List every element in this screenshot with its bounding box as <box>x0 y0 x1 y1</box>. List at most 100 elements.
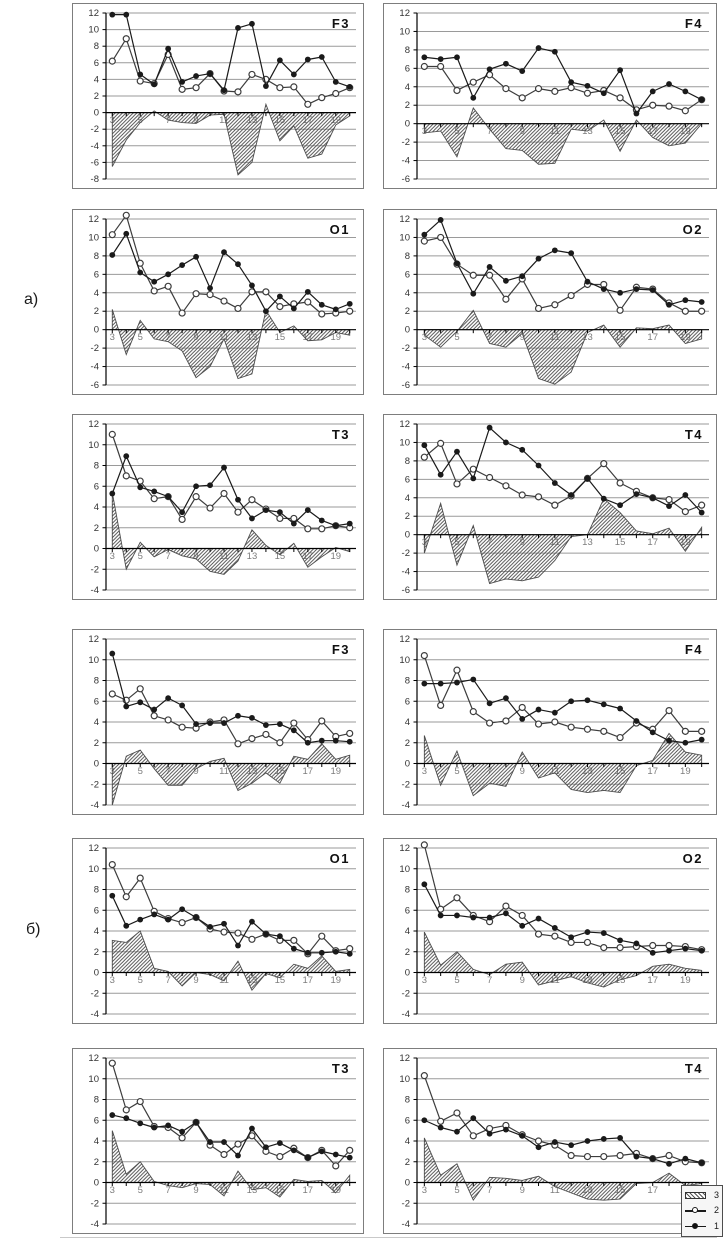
svg-text:-2: -2 <box>91 343 99 354</box>
svg-text:10: 10 <box>88 864 99 875</box>
svg-text:O1: O1 <box>330 851 350 866</box>
svg-text:2: 2 <box>405 511 410 522</box>
svg-text:8: 8 <box>94 676 99 687</box>
svg-text:7: 7 <box>487 1185 492 1196</box>
svg-text:-4: -4 <box>91 1219 99 1230</box>
svg-text:4: 4 <box>94 717 99 728</box>
svg-text:3: 3 <box>110 551 115 562</box>
svg-text:9: 9 <box>193 1185 198 1196</box>
svg-text:12: 12 <box>88 419 99 430</box>
svg-text:17: 17 <box>647 1185 658 1196</box>
filled-circle-line-icon <box>685 1222 706 1231</box>
svg-text:7: 7 <box>487 126 492 137</box>
svg-text:13: 13 <box>582 332 593 343</box>
svg-text:5: 5 <box>454 332 459 343</box>
svg-text:10: 10 <box>88 1074 99 1085</box>
svg-text:15: 15 <box>275 551 286 562</box>
svg-text:3: 3 <box>422 766 427 777</box>
svg-text:12: 12 <box>399 214 410 225</box>
svg-text:17: 17 <box>303 1185 314 1196</box>
svg-text:T4: T4 <box>685 427 703 442</box>
svg-text:8: 8 <box>94 885 99 896</box>
svg-text:7: 7 <box>166 975 171 986</box>
svg-text:4: 4 <box>405 1136 410 1147</box>
svg-text:0: 0 <box>94 544 99 555</box>
svg-text:8: 8 <box>405 45 410 56</box>
svg-text:12: 12 <box>399 419 410 430</box>
svg-text:12: 12 <box>399 843 410 854</box>
svg-text:5: 5 <box>454 766 459 777</box>
svg-text:8: 8 <box>405 676 410 687</box>
svg-text:2: 2 <box>94 306 99 317</box>
svg-text:10: 10 <box>88 25 99 36</box>
svg-text:10: 10 <box>399 437 410 448</box>
svg-text:6: 6 <box>405 474 410 485</box>
svg-text:2: 2 <box>94 738 99 749</box>
svg-text:13: 13 <box>582 537 593 548</box>
svg-text:6: 6 <box>94 481 99 492</box>
svg-text:12: 12 <box>88 843 99 854</box>
svg-text:10: 10 <box>399 232 410 243</box>
svg-text:10: 10 <box>399 26 410 37</box>
svg-text:0: 0 <box>405 325 410 336</box>
svg-text:7: 7 <box>487 975 492 986</box>
svg-text:12: 12 <box>88 1053 99 1064</box>
svg-text:12: 12 <box>399 634 410 645</box>
hatch-swatch-icon <box>685 1192 706 1200</box>
svg-text:-2: -2 <box>402 988 410 999</box>
svg-text:11: 11 <box>550 1185 560 1196</box>
svg-text:6: 6 <box>94 269 99 280</box>
svg-text:8: 8 <box>405 885 410 896</box>
svg-text:0: 0 <box>405 119 410 130</box>
svg-text:-4: -4 <box>91 141 99 152</box>
svg-text:-4: -4 <box>91 800 99 811</box>
svg-text:5: 5 <box>138 766 143 777</box>
svg-text:-6: -6 <box>402 174 410 185</box>
svg-text:-2: -2 <box>402 779 410 790</box>
svg-text:9: 9 <box>193 766 198 777</box>
svg-text:-4: -4 <box>402 1219 410 1230</box>
svg-text:8: 8 <box>94 251 99 262</box>
svg-text:17: 17 <box>303 975 314 986</box>
svg-text:-2: -2 <box>91 1198 99 1209</box>
svg-text:5: 5 <box>138 551 143 562</box>
svg-text:-2: -2 <box>91 564 99 575</box>
svg-text:8: 8 <box>94 41 99 52</box>
legend-label-1: 1 <box>713 1220 719 1231</box>
legend-item-1: 1 <box>685 1220 719 1233</box>
svg-text:4: 4 <box>405 493 410 504</box>
svg-text:19: 19 <box>330 766 341 777</box>
svg-text:T3: T3 <box>332 427 350 442</box>
svg-text:0: 0 <box>405 1178 410 1189</box>
svg-text:-4: -4 <box>402 800 410 811</box>
svg-text:0: 0 <box>405 968 410 979</box>
svg-text:9: 9 <box>520 332 525 343</box>
svg-text:9: 9 <box>193 975 198 986</box>
svg-text:O2: O2 <box>683 222 703 237</box>
svg-text:2: 2 <box>94 947 99 958</box>
svg-text:F4: F4 <box>685 16 703 31</box>
svg-text:-6: -6 <box>91 380 99 391</box>
svg-text:8: 8 <box>94 1095 99 1106</box>
svg-text:3: 3 <box>422 1185 427 1196</box>
svg-text:0: 0 <box>94 108 99 119</box>
svg-text:-4: -4 <box>91 585 99 596</box>
svg-text:15: 15 <box>615 975 626 986</box>
svg-text:9: 9 <box>520 766 525 777</box>
svg-text:3: 3 <box>422 975 427 986</box>
svg-text:8: 8 <box>405 456 410 467</box>
svg-text:F3: F3 <box>332 642 350 657</box>
svg-text:0: 0 <box>94 325 99 336</box>
legend-label-2: 2 <box>713 1205 719 1216</box>
svg-text:15: 15 <box>275 975 286 986</box>
legend-item-3: 3 <box>685 1189 719 1202</box>
svg-text:11: 11 <box>219 115 229 126</box>
